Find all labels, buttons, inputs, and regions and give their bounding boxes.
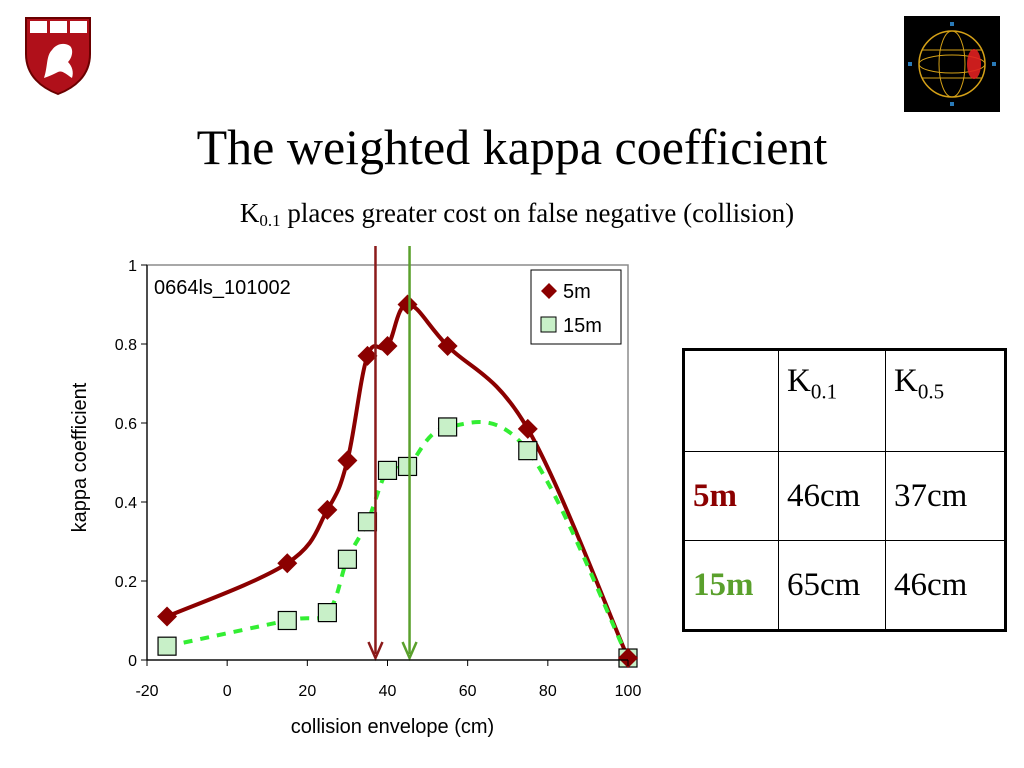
y-axis-label: kappa coefficient [69,382,91,532]
x-tick-label: 80 [539,683,557,700]
y-tick-label: 0.8 [115,337,137,354]
marker-15m [317,603,337,623]
marker-15m [337,549,358,569]
y-tick-label: 0.4 [115,495,137,512]
header-k01-sub: 0.1 [810,379,838,404]
x-tick-label: 0 [223,683,232,700]
marker-5m [277,553,298,574]
subtitle-k-subscript: 0.1 [259,211,281,230]
table-row: 15m 65cm 46cm [683,540,1006,631]
x-tick-label: 60 [459,683,477,700]
x-tick-label: 40 [379,683,397,700]
header-k01-base: K [787,363,811,399]
legend-label-5m: 5m [563,281,591,303]
chart-annotation: 0664ls_101002 [154,277,291,299]
header-k05-base: K [894,363,918,399]
x-axis-label: collision envelope (cm) [291,716,494,738]
marker-5m [377,335,398,356]
cell-5m-k05: 37cm [885,451,1006,541]
kappa-table: K0.1 K0.5 5m 46cm 37cm 15m 65cm 46cm [682,348,1007,632]
header-k05-sub: 0.5 [917,379,945,404]
marker-5m [397,294,418,315]
series-line-5m [166,302,630,659]
legend-marker-5m [541,283,557,299]
threshold-arrowhead [367,641,384,662]
y-tick-label: 0 [128,653,137,670]
legend-label-15m: 15m [563,315,602,337]
table-header-cell-empty [683,349,779,452]
globe-logo [904,16,1000,112]
harvard-shield-logo [25,17,91,96]
subtitle-text: places greater cost on false negative (c… [280,198,795,228]
row-label-15m: 15m [683,540,779,631]
legend-marker-15m [540,316,557,333]
marker-15m [377,460,398,480]
cell-15m-k01: 65cm [778,540,886,631]
legend: 5m 15m [530,269,622,345]
row-label-5m: 5m [683,451,779,541]
marker-15m [397,456,418,477]
table-header-k05: K0.5 [885,349,1006,452]
marker-5m [357,345,378,366]
marker-15m [357,512,378,532]
marker-5m [157,606,178,627]
marker-5m [337,450,358,471]
table-header-row: K0.1 K0.5 [683,349,1006,452]
marker-15m [518,441,538,461]
y-tick-label: 0.2 [115,574,137,591]
cell-5m-k01: 46cm [778,451,886,541]
subtitle-k: K [239,198,260,228]
marker-15m [438,417,458,437]
slide-title: The weighted kappa coefficient [196,119,828,175]
slide-subtitle: K0.1 places greater cost on false negati… [0,198,1024,231]
table-header-k01: K0.1 [778,349,886,452]
x-tick-label: -20 [135,683,158,700]
marker-5m [317,499,338,520]
marker-5m [618,648,638,669]
series-line-15m [166,419,630,659]
table-row: 5m 46cm 37cm [683,451,1006,541]
marker-5m [517,418,538,439]
y-tick-label: 1 [128,258,137,275]
x-tick-label: 20 [298,683,316,700]
marker-15m [157,636,177,656]
marker-15m [277,610,297,631]
kappa-chart: 0 0.2 0.4 0.6 0.8 1 -20 0 20 40 60 80 100 collision … [69,246,642,738]
x-tick-label: 100 [615,683,642,700]
y-tick-label: 0.6 [115,416,137,433]
marker-5m [437,335,458,356]
threshold-arrowhead [401,641,418,662]
cell-15m-k05: 46cm [885,540,1006,631]
